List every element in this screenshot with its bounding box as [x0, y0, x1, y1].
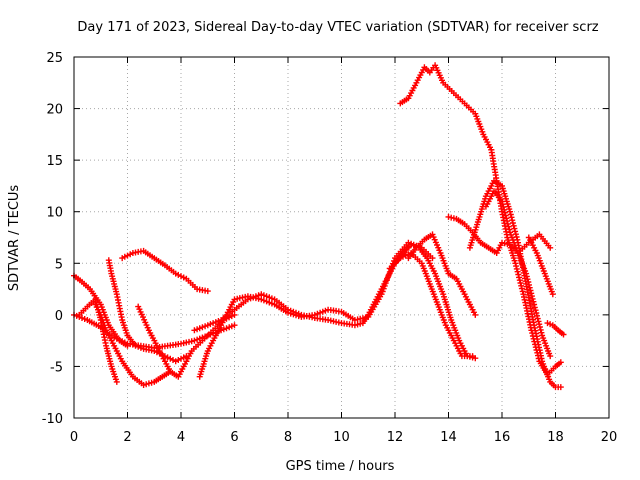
plot-frame	[73, 56, 610, 419]
series-arc5	[119, 247, 211, 295]
series-arc18	[525, 234, 556, 298]
y-axis-label: SDTVAR / TECUs	[7, 185, 22, 292]
plus-markers	[392, 241, 479, 362]
series-arc11	[386, 250, 476, 360]
x-tick-label: 6	[230, 430, 238, 445]
x-tick-label: 8	[284, 430, 292, 445]
series-arc9	[191, 244, 412, 334]
plus-markers	[488, 146, 564, 378]
grid	[74, 57, 609, 418]
y-tick-label: 15	[46, 154, 63, 169]
y-tick-label: 25	[46, 51, 63, 66]
series-arc7	[71, 311, 238, 351]
series-arc16	[466, 177, 564, 391]
plus-markers	[191, 244, 412, 334]
plus-markers	[386, 250, 476, 360]
y-tick-label: 0	[55, 309, 63, 324]
series-arc13	[397, 62, 495, 153]
x-tick-label: 4	[177, 430, 185, 445]
series-arc19	[544, 320, 567, 338]
y-tick-label: 10	[46, 206, 63, 221]
x-tick-label: 14	[440, 430, 457, 445]
axis-ticks: 0 2 4 6 8 10 12 14 16 18 20 -10 -5 0 5 10 15 20 25	[42, 51, 618, 445]
y-tick-label: -5	[50, 360, 63, 375]
x-tick-label: 20	[601, 430, 618, 445]
series-arc12	[405, 231, 479, 318]
x-tick-label: 12	[387, 430, 404, 445]
plus-markers	[466, 177, 564, 391]
x-tick-label: 2	[123, 430, 131, 445]
plus-markers	[544, 320, 567, 338]
plus-markers	[525, 234, 556, 298]
x-tick-label: 10	[333, 430, 350, 445]
y-tick-label: 5	[55, 257, 63, 272]
plus-markers	[405, 231, 479, 318]
chart-title: Day 171 of 2023, Sidereal Day-to-day VTE…	[77, 20, 598, 35]
series-arc14	[488, 146, 564, 378]
y-tick-label: -10	[42, 412, 63, 427]
x-tick-label: 18	[547, 430, 564, 445]
x-tick-label: 0	[70, 430, 78, 445]
x-axis-label: GPS time / hours	[286, 459, 395, 474]
plus-markers	[71, 311, 238, 351]
data-series	[71, 62, 567, 391]
plus-markers	[397, 62, 495, 153]
plus-markers	[119, 247, 211, 295]
series-arc10	[392, 241, 479, 362]
x-tick-label: 16	[494, 430, 511, 445]
y-tick-label: 20	[46, 103, 63, 118]
